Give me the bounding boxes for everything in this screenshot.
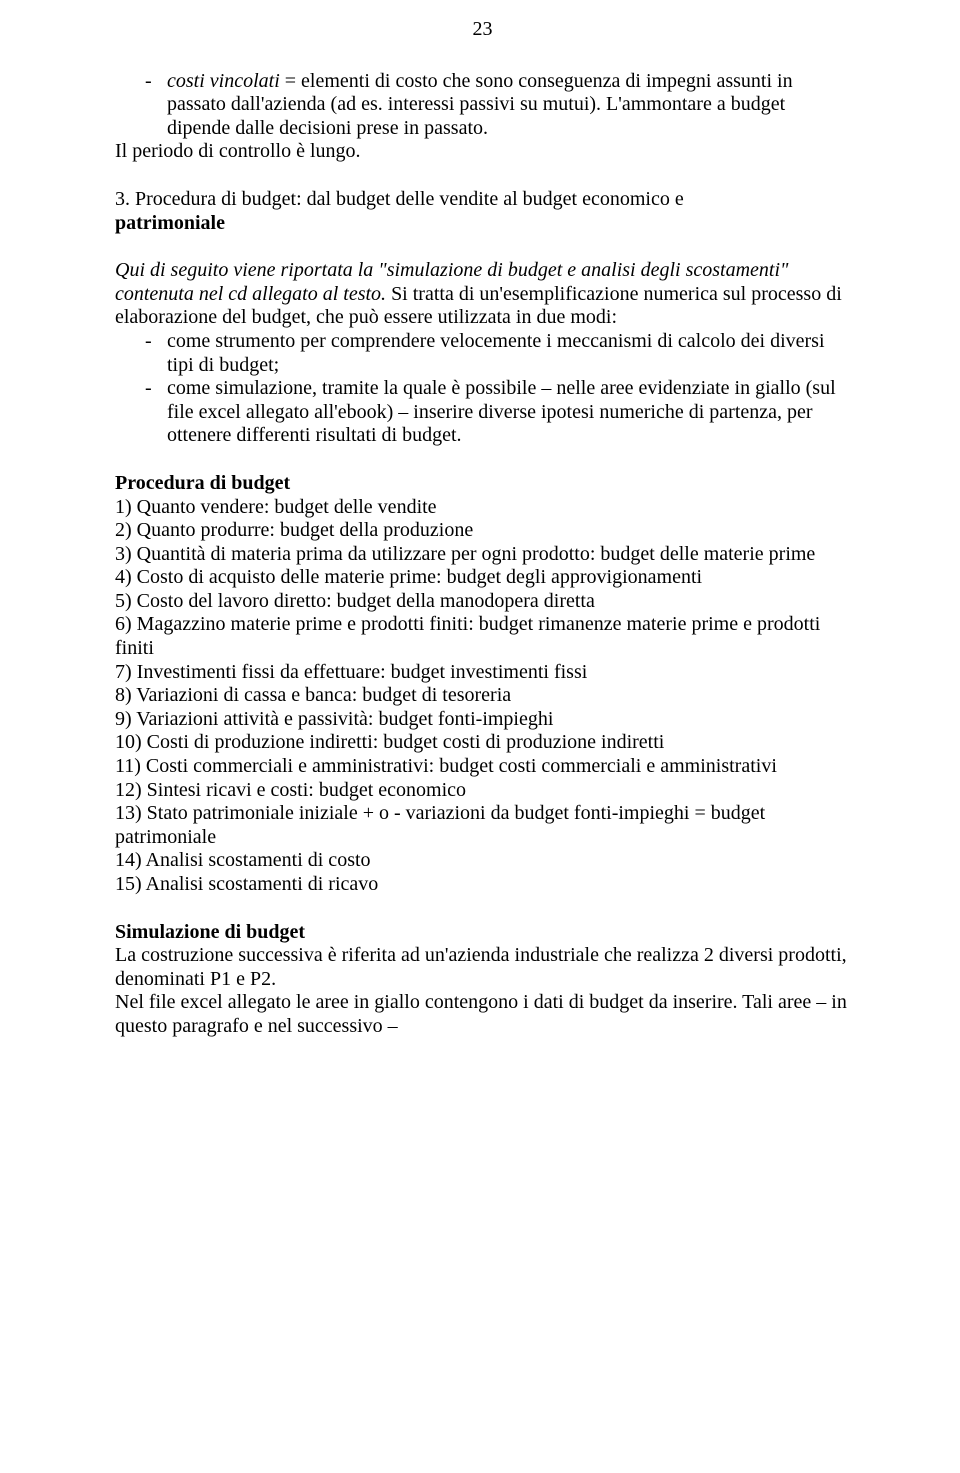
procedura-item: 7) Investimenti fissi da effettuare: bud… (115, 661, 850, 685)
list-item: - come simulazione, tramite la quale è p… (145, 377, 850, 448)
list-item: - come strumento per comprendere velocem… (145, 330, 850, 377)
top-bullet-block: - costi vincolati = elementi di costo ch… (145, 70, 850, 141)
procedura-item: 2) Quanto produrre: budget della produzi… (115, 519, 850, 543)
procedura-item: 11) Costi commerciali e amministrativi: … (115, 755, 850, 779)
heading-line-1: 3. Procedura di budget: dal budget delle… (115, 188, 684, 210)
heading-line-2: patrimoniale (115, 212, 225, 234)
bullet-text: costi vincolati = elementi di costo che … (167, 70, 850, 141)
procedura-item: 10) Costi di produzione indiretti: budge… (115, 731, 850, 755)
intro-bullets: - come strumento per comprendere velocem… (145, 330, 850, 448)
list-item: - costi vincolati = elementi di costo ch… (145, 70, 850, 141)
procedura-item: 15) Analisi scostamenti di ricavo (115, 873, 850, 897)
bullet-text: come simulazione, tramite la quale è pos… (167, 377, 850, 448)
bullet-text: come strumento per comprendere velocemen… (167, 330, 850, 377)
page-number: 23 (115, 18, 850, 42)
procedura-item: 12) Sintesi ricavi e costi: budget econo… (115, 779, 850, 803)
procedura-item: 8) Variazioni di cassa e banca: budget d… (115, 684, 850, 708)
procedura-item: 6) Magazzino materie prime e prodotti fi… (115, 613, 850, 660)
dash-icon: - (145, 70, 167, 141)
procedura-item: 9) Variazioni attività e passività: budg… (115, 708, 850, 732)
procedura-item: 13) Stato patrimoniale iniziale + o - va… (115, 802, 850, 849)
procedura-item: 14) Analisi scostamenti di costo (115, 849, 850, 873)
simulazione-heading: Simulazione di budget (115, 921, 850, 945)
control-period-line: Il periodo di controllo è lungo. (115, 140, 850, 164)
simulazione-para-1: La costruzione successiva è riferita ad … (115, 944, 850, 991)
procedura-item: 3) Quantità di materia prima da utilizza… (115, 543, 850, 567)
dash-icon: - (145, 330, 167, 377)
section-3-heading: 3. Procedura di budget: dal budget delle… (115, 188, 850, 235)
dash-icon: - (145, 377, 167, 448)
procedura-item: 4) Costo di acquisto delle materie prime… (115, 566, 850, 590)
term: costi vincolati (167, 70, 280, 92)
procedura-item: 5) Costo del lavoro diretto: budget dell… (115, 590, 850, 614)
procedura-item: 1) Quanto vendere: budget delle vendite (115, 496, 850, 520)
simulazione-para-2: Nel file excel allegato le aree in giall… (115, 991, 850, 1038)
procedura-heading: Procedura di budget (115, 472, 850, 496)
intro-paragraph: Qui di seguito viene riportata la "simul… (115, 259, 850, 330)
